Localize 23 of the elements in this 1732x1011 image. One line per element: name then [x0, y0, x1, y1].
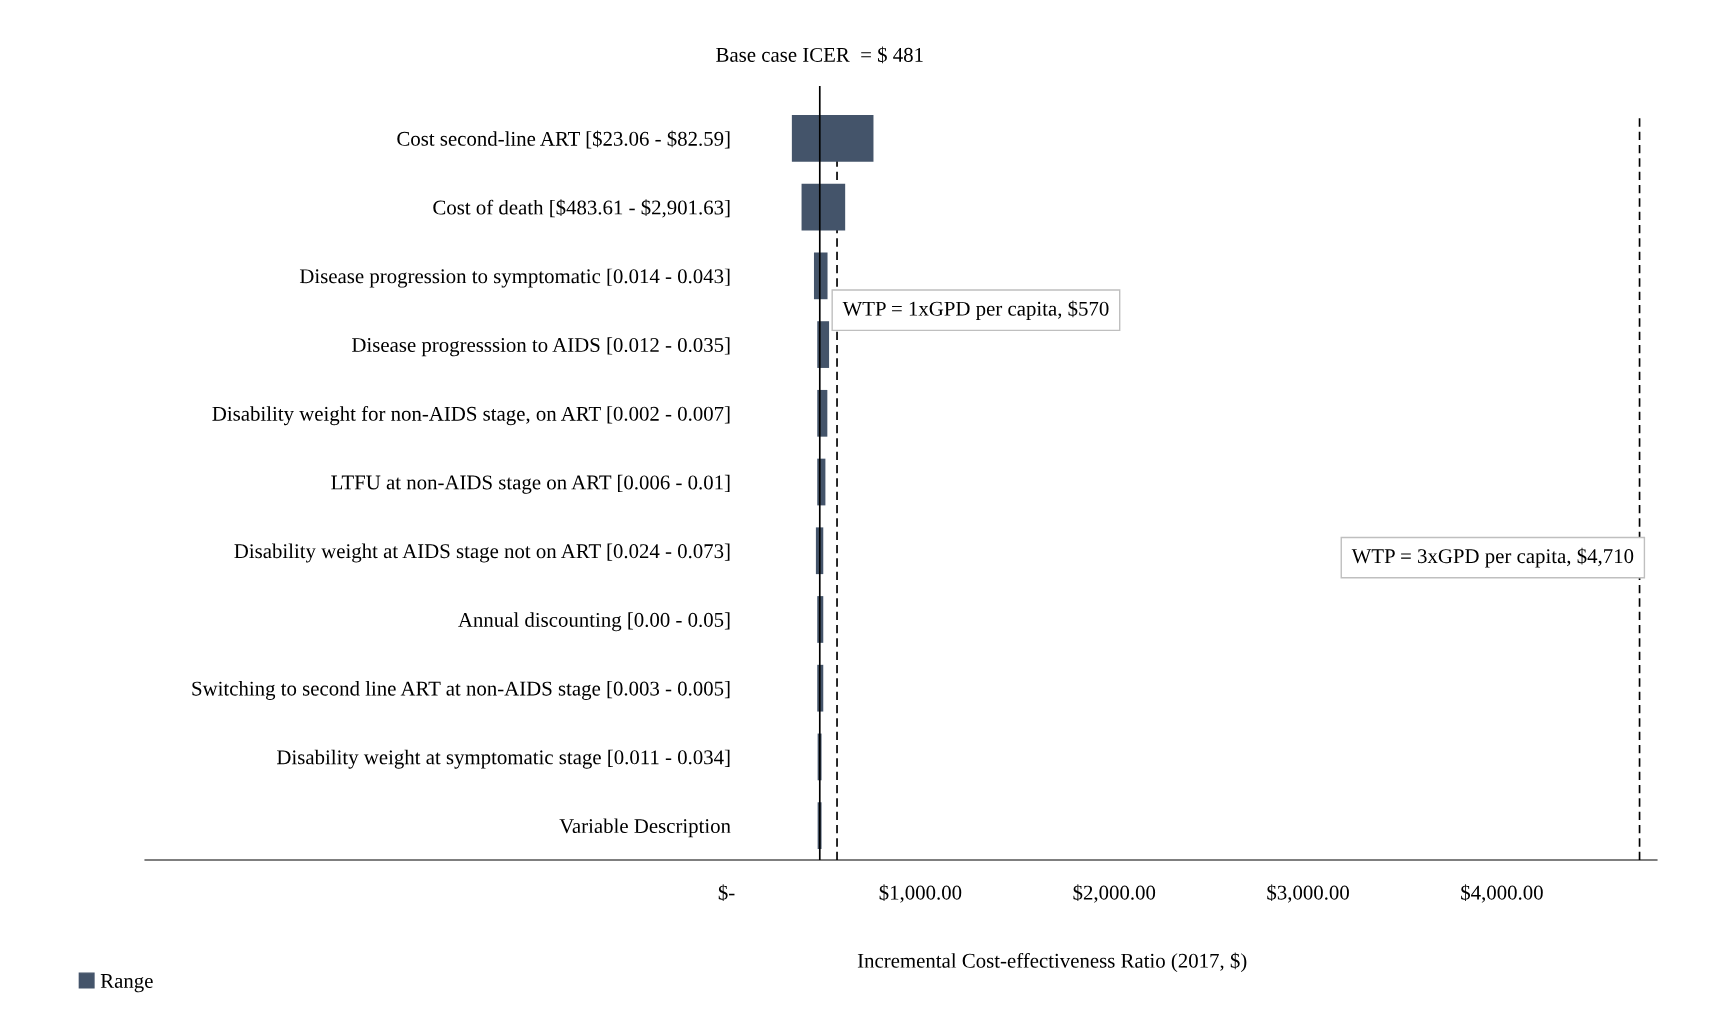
- y-tick-label: Disability weight at AIDS stage not on ART [0.024 - 0.073]: [234, 543, 730, 563]
- y-tick-label: Cost of death [$483.61 - $2,901.63]: [433, 199, 730, 218]
- ref-line-label: WTP = 1xGPD per capita, $570: [842, 300, 1109, 320]
- y-tick-label: Switching to second line ART at non-AIDS stage [0.003 - 0.005]: [192, 680, 730, 700]
- x-axis-title: Incremental Cost-effectiveness Ratio (2017, $): [857, 952, 1247, 973]
- bar: [801, 183, 846, 231]
- y-tick-label: Disability weight for non-AIDS stage, on ART [0.002 - 0.007]: [212, 405, 730, 426]
- y-tick-label: Cost second-line ART [$23.06 - $82.59]: [397, 130, 730, 149]
- ref-line-label: Base case ICER = $ 481: [716, 46, 923, 64]
- y-tick-label: Disease progresssion to AIDS [0.012 - 0.035]: [352, 337, 730, 357]
- y-tick-label: Disease progression to symptomatic [0.014 - 0.043]: [299, 268, 730, 288]
- x-tick-label: $3,000.00: [1267, 884, 1349, 903]
- x-tick-label: $1,000.00: [879, 884, 962, 903]
- x-tick-label: $2,000.00: [1073, 884, 1156, 903]
- x-tick-label: $-: [718, 884, 735, 902]
- bar: [791, 115, 874, 162]
- y-tick-label: LTFU at non-AIDS stage on ART [0.006 - 0.01]: [331, 474, 730, 494]
- y-tick-label: Variable Description: [559, 818, 731, 838]
- y-tick-label: Disability weight at symptomatic stage [0.011 - 0.034]: [277, 749, 730, 769]
- legend-label: Range: [100, 974, 153, 993]
- x-tick-label: $4,000.00: [1461, 884, 1543, 903]
- y-tick-label: Annual discounting [0.00 - 0.05]: [458, 612, 730, 632]
- ref-line-label: WTP = 3xGPD per capita, $4,710: [1351, 547, 1634, 568]
